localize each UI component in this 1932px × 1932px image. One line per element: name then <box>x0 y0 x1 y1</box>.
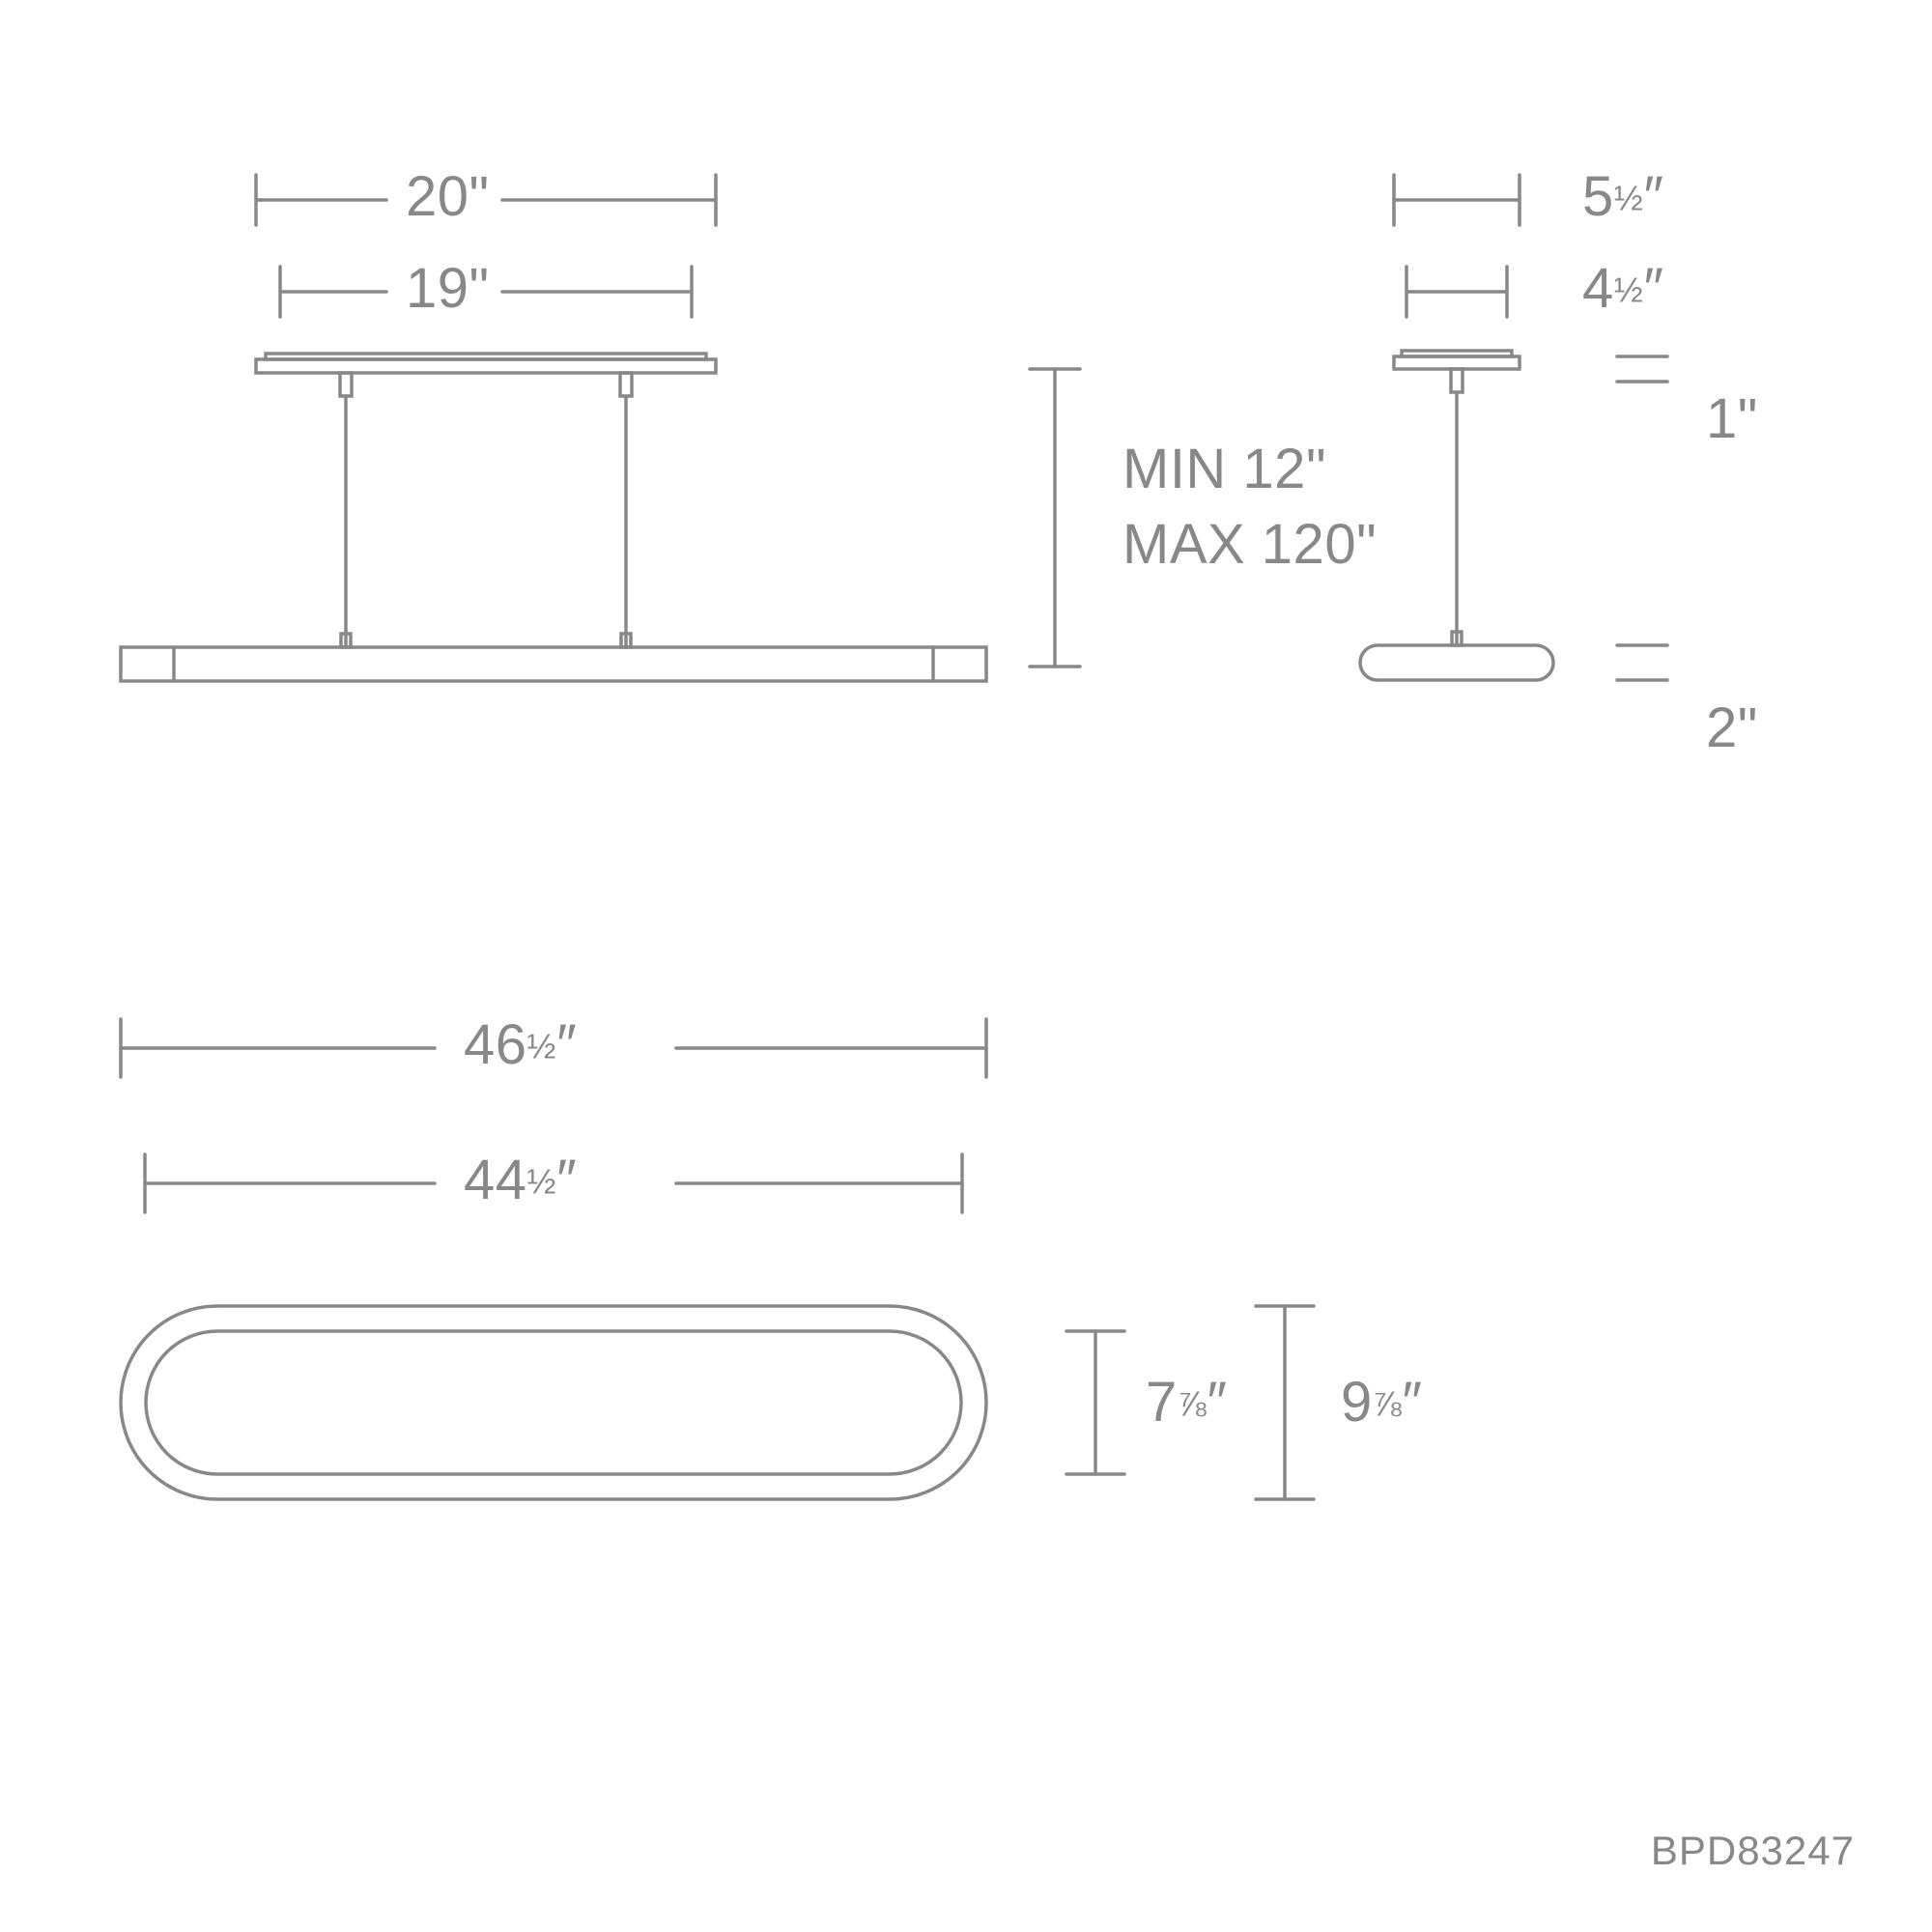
dim-front-canopy-outer: 20" <box>406 164 490 229</box>
dim-plan-outer: 46½ <box>464 1012 575 1077</box>
dim-plan-height-outer: 9⅞ <box>1341 1370 1420 1435</box>
model-number: BPD83247 <box>1651 1828 1855 1874</box>
dim-plan-height-inner: 7⅞ <box>1146 1370 1225 1435</box>
dim-side-canopy-inner: 4½ <box>1582 256 1662 321</box>
dim-height-min: MIN 12" <box>1122 437 1326 501</box>
dim-height-max: MAX 120" <box>1122 512 1377 577</box>
dim-side-canopy-height: 1" <box>1706 386 1758 451</box>
technical-drawing-stage: 20" 19" MIN 12" MAX 120" 5½ 4½ 1" 2" 46½… <box>0 0 1932 1932</box>
dim-side-disk-height: 2" <box>1706 696 1758 760</box>
dim-side-canopy-outer: 5½ <box>1582 164 1662 229</box>
dim-front-canopy-inner: 19" <box>406 256 490 321</box>
dim-plan-inner: 44½ <box>464 1148 575 1212</box>
